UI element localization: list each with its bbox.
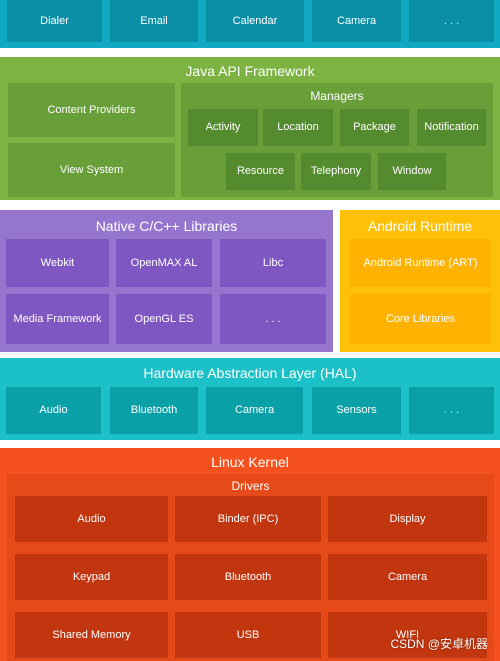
native-opengl-es: OpenGL ES	[116, 294, 212, 344]
manager-activity: Activity	[188, 109, 258, 146]
hal-more: . . .	[409, 387, 494, 434]
csdn-watermark: CSDN @安卓机器	[390, 637, 488, 651]
apps-layer: Dialer Email Calendar Camera . . .	[0, 0, 500, 48]
linux-kernel-layer: Linux Kernel Drivers Audio Binder (IPC) …	[0, 448, 500, 661]
linux-kernel-title: Linux Kernel	[211, 454, 289, 470]
app-email: Email	[110, 0, 198, 42]
content-providers-box: Content Providers	[8, 83, 175, 137]
runtime-core-libraries: Core Libraries	[350, 294, 491, 344]
manager-notification: Notification	[417, 109, 486, 146]
manager-package: Package	[340, 109, 409, 146]
java-api-framework-layer: Java API Framework Content Providers Vie…	[0, 57, 500, 200]
drivers-panel: Drivers Audio Binder (IPC) Display Keypa…	[7, 474, 494, 661]
app-calendar: Calendar	[206, 0, 304, 42]
android-runtime-title: Android Runtime	[367, 218, 473, 234]
android-runtime-layer: Android Runtime Android Runtime (ART) Co…	[340, 210, 500, 352]
driver-audio: Audio	[15, 496, 168, 542]
native-media-framework: Media Framework	[6, 294, 109, 344]
manager-telephony: Telephony	[301, 153, 371, 190]
native-libc: Libc	[220, 239, 326, 287]
manager-resource: Resource	[226, 153, 295, 190]
managers-panel: Managers Activity Location Package Notif…	[181, 83, 493, 197]
driver-wifi: WIFI	[328, 612, 487, 658]
driver-binder-ipc: Binder (IPC)	[175, 496, 321, 542]
app-more: . . .	[409, 0, 494, 42]
hal-camera: Camera	[206, 387, 303, 434]
native-more: . . .	[220, 294, 326, 344]
managers-title: Managers	[310, 89, 364, 103]
driver-keypad: Keypad	[15, 554, 168, 600]
app-camera: Camera	[312, 0, 401, 42]
native-webkit: Webkit	[6, 239, 109, 287]
driver-camera: Camera	[328, 554, 487, 600]
driver-usb: USB	[175, 612, 321, 658]
hal-title: Hardware Abstraction Layer (HAL)	[143, 365, 357, 381]
native-libraries-layer: Native C/C++ Libraries Webkit OpenMAX AL…	[0, 210, 333, 352]
manager-window: Window	[378, 153, 446, 190]
hal-sensors: Sensors	[312, 387, 401, 434]
app-dialer: Dialer	[7, 0, 102, 42]
view-system-box: View System	[8, 143, 175, 197]
native-openmax-al: OpenMAX AL	[116, 239, 212, 287]
manager-location: Location	[263, 109, 333, 146]
hal-layer: Hardware Abstraction Layer (HAL) Audio B…	[0, 358, 500, 440]
native-libraries-title: Native C/C++ Libraries	[95, 218, 238, 234]
runtime-art: Android Runtime (ART)	[350, 239, 491, 287]
drivers-title: Drivers	[231, 479, 270, 493]
hal-audio: Audio	[6, 387, 101, 434]
driver-shared-memory: Shared Memory	[15, 612, 168, 658]
hal-bluetooth: Bluetooth	[110, 387, 198, 434]
driver-display: Display	[328, 496, 487, 542]
driver-bluetooth: Bluetooth	[175, 554, 321, 600]
java-api-title: Java API Framework	[185, 63, 315, 79]
